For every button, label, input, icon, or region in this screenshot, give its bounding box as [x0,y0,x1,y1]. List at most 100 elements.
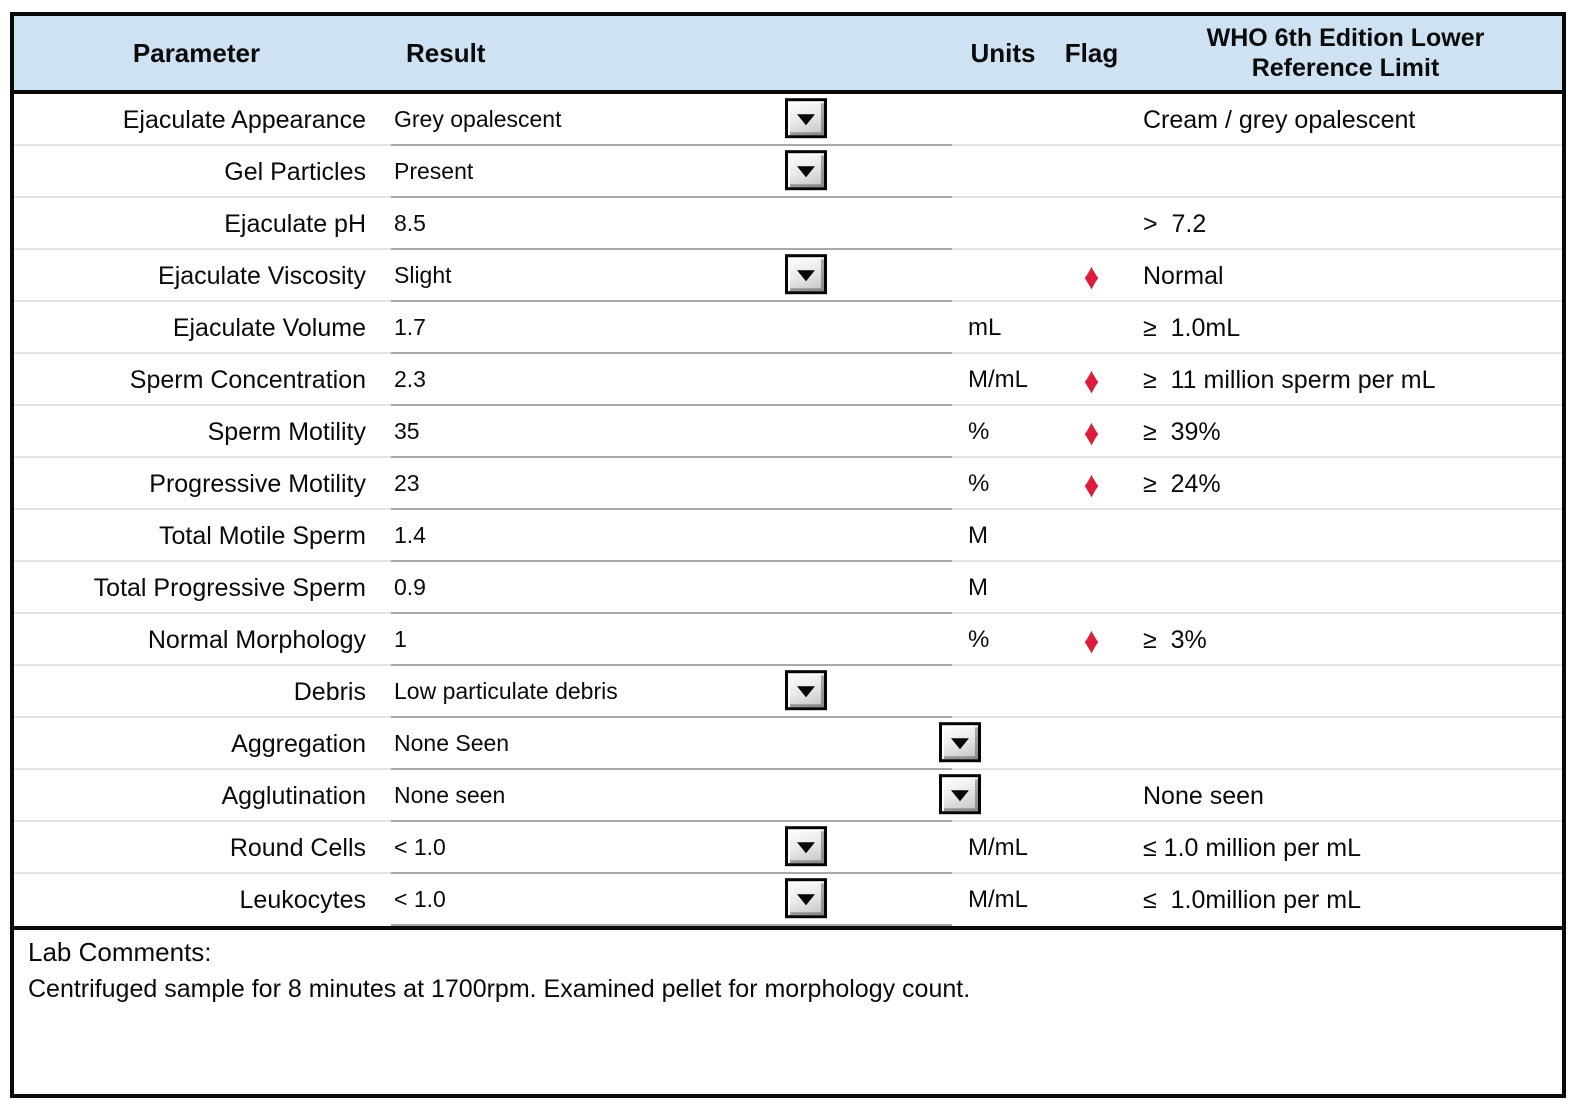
dropdown-button[interactable] [785,98,827,139]
caret-down-icon [797,165,815,177]
header-units: Units [970,37,1036,68]
lab-comments-text: Centrifuged sample for 8 minutes at 1700… [28,975,971,1003]
reference-label: ≤ 1.0 million per mL [1143,833,1361,862]
dropdown-button[interactable] [939,722,981,763]
result-field[interactable]: 1.7 [391,302,952,354]
result-field[interactable]: Grey opalescent [391,94,952,146]
units-label: M [968,522,988,549]
flag-diamond-icon: ♦ [1083,411,1100,453]
table-row: Ejaculate Appearance Grey opalescent ♦ C… [14,94,1562,146]
result-field[interactable]: Slight [391,250,952,302]
parameter-label: Total Progressive Sperm [93,573,366,602]
header-parameter: Parameter [132,37,261,68]
result-field[interactable]: Present [391,146,952,198]
dropdown-button[interactable] [785,878,827,919]
header-result: Result [406,37,486,68]
parameter-label: Debris [293,677,366,706]
result-field[interactable]: 2.3 [391,354,952,406]
parameter-label: Sperm Motility [207,417,366,446]
result-field[interactable]: 0.9 [391,562,952,614]
table-header-row: Parameter Result Units Flag WHO 6th Edit… [14,16,1562,94]
reference-label: Normal [1143,261,1224,290]
parameter-label: Sperm Concentration [129,365,366,394]
caret-down-icon [951,789,969,801]
result-field[interactable]: Low particulate debris [391,666,952,718]
parameter-label: Normal Morphology [147,625,366,654]
dropdown-button[interactable] [785,826,827,867]
result-value: 23 [394,469,420,496]
result-value: 35 [394,417,420,444]
parameter-label: Ejaculate Appearance [122,105,366,134]
header-reference-text: WHO 6th Edition Lower Reference Limit [1206,24,1485,82]
result-field[interactable]: None Seen [391,718,981,770]
dropdown-button[interactable] [939,774,981,815]
flag-diamond-icon: ♦ [1083,463,1100,505]
flag-diamond-icon: ♦ [1083,619,1100,661]
reference-label: ≥ 39% [1143,417,1221,446]
result-field[interactable]: 1.4 [391,510,952,562]
parameter-label: Ejaculate Volume [172,313,366,342]
result-value: Low particulate debris [394,677,618,704]
table-body: Ejaculate Appearance Grey opalescent ♦ C… [14,94,1562,926]
table-row: Ejaculate Viscosity Slight ♦ Normal [14,250,1562,302]
caret-down-icon [797,113,815,125]
result-value: Grey opalescent [394,105,562,132]
units-label: M/mL [968,834,1028,861]
reference-label: ≥ 11 million sperm per mL [1143,365,1436,394]
reference-label: ≥ 24% [1143,469,1221,498]
flag-diamond-icon: ♦ [1083,359,1100,401]
reference-label: Cream / grey opalescent [1143,105,1416,134]
result-value: Present [394,157,474,184]
units-label: % [968,418,990,445]
caret-down-icon [797,685,815,697]
result-field[interactable]: 1 [391,614,952,666]
parameter-label: Agglutination [221,781,366,810]
result-field[interactable]: 23 [391,458,952,510]
parameter-label: Ejaculate Viscosity [158,261,366,290]
flag-diamond-icon: ♦ [1083,255,1100,297]
result-value: < 1.0 [394,885,446,912]
caret-down-icon [797,269,815,281]
result-value: 1.7 [394,313,426,340]
header-reference: WHO 6th Edition Lower Reference Limit [1129,23,1562,83]
result-value: 1.4 [394,521,426,548]
result-value: 2.3 [394,365,426,392]
result-field[interactable]: 35 [391,406,952,458]
table-row: Gel Particles Present ♦ [14,146,1562,198]
units-label: % [968,626,990,653]
table-row: Progressive Motility 23 % ♦ ≥ 24% [14,458,1562,510]
table-row: Normal Morphology 1 % ♦ ≥ 3% [14,614,1562,666]
parameter-label: Total Motile Sperm [158,521,366,550]
units-label: % [968,470,990,497]
caret-down-icon [797,893,815,905]
result-value: Slight [394,261,452,288]
result-value: None seen [394,781,506,808]
caret-down-icon [797,841,815,853]
dropdown-button[interactable] [785,150,827,191]
result-field[interactable]: None seen [391,770,981,822]
parameter-label: Progressive Motility [149,469,366,498]
result-value: 0.9 [394,573,426,600]
parameter-label: Ejaculate pH [224,209,366,238]
result-field[interactable]: < 1.0 [391,822,952,874]
parameter-label: Gel Particles [224,157,366,186]
results-table: Parameter Result Units Flag WHO 6th Edit… [10,12,1566,1098]
dropdown-button[interactable] [785,670,827,711]
table-row: Debris Low particulate debris ♦ [14,666,1562,718]
table-row: Sperm Motility 35 % ♦ ≥ 39% [14,406,1562,458]
parameter-label: Aggregation [231,729,366,758]
result-value: 8.5 [394,209,426,236]
lab-comments-section: Lab Comments: Centrifuged sample for 8 m… [14,926,1562,1086]
reference-label: ≤ 1.0million per mL [1143,885,1361,914]
table-row: Round Cells < 1.0 M/mL ♦ ≤ 1.0 million p… [14,822,1562,874]
table-row: Ejaculate Volume 1.7 mL ♦ ≥ 1.0mL [14,302,1562,354]
result-field[interactable]: 8.5 [391,198,952,250]
result-value: 1 [394,625,407,652]
result-field[interactable]: < 1.0 [391,874,952,926]
table-row: Leukocytes < 1.0 M/mL ♦ ≤ 1.0million per… [14,874,1562,926]
table-row: Aggregation None Seen ♦ [14,718,1562,770]
parameter-label: Round Cells [229,833,366,862]
dropdown-button[interactable] [785,254,827,295]
result-value: None Seen [394,729,510,756]
